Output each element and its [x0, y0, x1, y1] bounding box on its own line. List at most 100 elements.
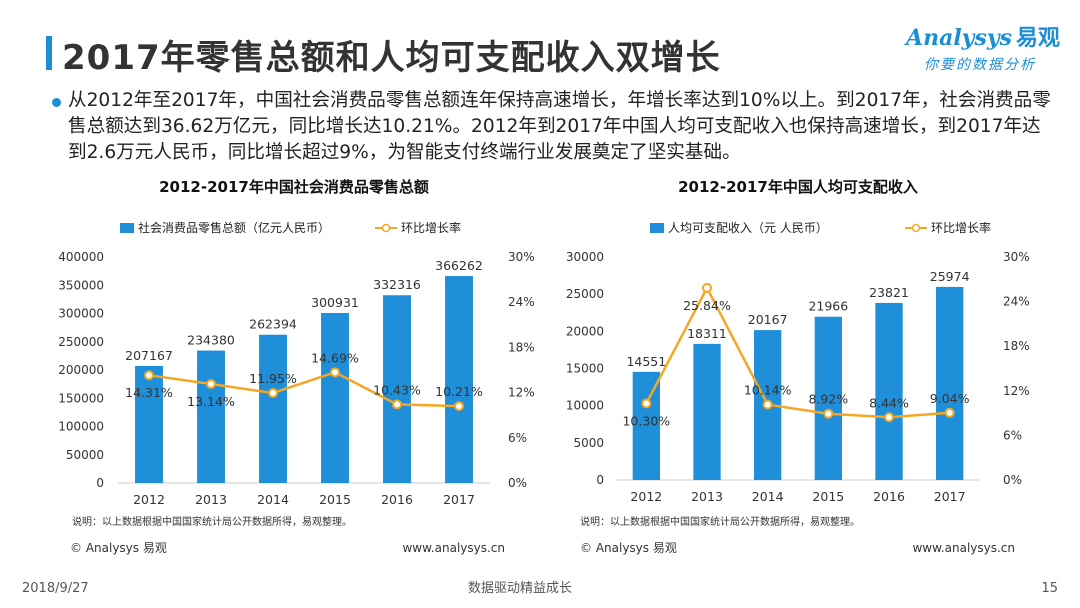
income-bar: [814, 316, 842, 480]
income-legend-line-marker: [911, 223, 921, 233]
retail-growth-point: [392, 399, 402, 410]
retail-bar: [321, 312, 349, 483]
income-bar: [936, 286, 964, 480]
retail-x-tick: 2017: [443, 492, 475, 507]
analysys-logo: Analysys 易观 你要的数据分析: [906, 20, 1066, 76]
retail-y2-tick: 24%: [508, 295, 535, 309]
income-growth-point: [641, 398, 652, 409]
income-x-tick: 2016: [873, 489, 905, 504]
logo-brand-text: Analysys: [906, 25, 1013, 51]
retail-growth-point: [206, 379, 216, 390]
retail-bar: [135, 365, 163, 483]
retail-growth-label: 13.14%: [187, 394, 235, 409]
retail-y2-tick: 12%: [508, 386, 535, 400]
income-bar-label: 14551: [626, 354, 666, 369]
retail-growth-point: [330, 367, 340, 378]
income-bar-label: 18311: [687, 326, 727, 341]
retail-legend-line-marker: [381, 223, 391, 233]
income-growth-point: [702, 282, 712, 293]
retail-bar: [383, 295, 411, 483]
retail-chart-title: 2012-2017年中国社会消费品零售总额: [159, 178, 429, 196]
income-y-tick: 0: [596, 473, 604, 487]
retail-legend-bar-swatch: [120, 223, 134, 233]
retail-growth-label: 11.95%: [249, 371, 297, 386]
retail-growth-point: [268, 387, 278, 398]
retail-bar: [259, 334, 287, 483]
page-title: 2017年零售总额和人均可支配收入双增长: [62, 38, 721, 78]
income-y-tick: 30000: [566, 250, 604, 264]
retail-x-tick: 2013: [195, 492, 227, 507]
logo-brand-cn: 易观: [1016, 25, 1061, 51]
income-growth-point: [762, 399, 773, 410]
retail-y2-tick: 30%: [508, 250, 535, 264]
income-growth-point: [944, 407, 955, 418]
retail-bar-label: 262394: [249, 317, 297, 332]
page-number: 15: [1041, 581, 1058, 596]
logo-brand: Analysys 易观: [906, 20, 1066, 52]
retail-growth-line: [148, 370, 460, 408]
retail-y-tick: 250000: [58, 335, 104, 349]
income-bar-label: 21966: [808, 299, 848, 314]
income-growth-label: 10.30%: [622, 413, 670, 428]
income-x-tick: 2012: [630, 489, 662, 504]
retail-bar-label: 366262: [435, 258, 483, 273]
income-y2-tick: 6%: [1003, 428, 1022, 442]
retail-url: www.analysys.cn: [402, 541, 505, 555]
retail-bar-label: 207167: [125, 348, 173, 363]
retail-y-tick: 0: [96, 476, 104, 490]
logo-slogan: 你要的数据分析: [924, 57, 1036, 73]
income-y-tick: 10000: [566, 399, 604, 413]
income-y-tick: 20000: [566, 324, 604, 338]
retail-legend-line-label: 环比增长率: [401, 220, 461, 235]
footer-slogan: 数据驱动精益成长: [468, 581, 573, 596]
income-x-tick: 2015: [812, 489, 844, 504]
income-growth-label: 9.04%: [930, 391, 970, 406]
income-growth-label: 25.84%: [683, 298, 731, 313]
retail-y-tick: 150000: [58, 391, 104, 405]
income-bar: [632, 371, 660, 480]
income-legend-bar-swatch: [650, 223, 664, 233]
retail-bar: [197, 350, 225, 483]
income-legend-bar-label: 人均可支配收入（元 人民币）: [668, 221, 828, 235]
retail-y-tick: 300000: [58, 307, 104, 321]
income-growth-label: 10.14%: [744, 383, 792, 398]
income-y-tick: 25000: [566, 287, 604, 301]
income-growth-point: [823, 408, 834, 419]
retail-growth-label: 14.69%: [311, 350, 359, 365]
retail-x-tick: 2012: [133, 492, 165, 507]
income-bar: [693, 343, 721, 480]
income-chart-title: 2012-2017年中国人均可支配收入: [678, 178, 918, 196]
retail-bar-label: 300931: [311, 295, 359, 310]
retail-y2-tick: 6%: [508, 431, 527, 445]
income-growth-line: [645, 285, 950, 419]
income-y2-tick: 0%: [1003, 473, 1022, 487]
retail-y-tick: 100000: [58, 420, 104, 434]
income-url: www.analysys.cn: [912, 541, 1015, 555]
retail-source-note: 说明：以上数据根据中国国家统计局公开数据所得，易观整理。: [72, 515, 352, 528]
retail-y-tick: 400000: [58, 250, 104, 264]
income-bar-label: 20167: [748, 312, 788, 327]
income-bar-label: 25974: [930, 269, 970, 284]
income-bar: [875, 302, 903, 480]
income-source-note: 说明：以上数据根据中国国家统计局公开数据所得，易观整理。: [580, 515, 860, 528]
income-y2-tick: 18%: [1003, 339, 1030, 353]
retail-bar: [445, 276, 473, 483]
retail-x-tick: 2014: [257, 492, 289, 507]
income-y2-tick: 24%: [1003, 295, 1030, 309]
retail-growth-label: 10.21%: [435, 384, 483, 399]
income-x-tick: 2013: [691, 489, 723, 504]
retail-y-tick: 350000: [58, 278, 104, 292]
retail-x-tick: 2016: [381, 492, 413, 507]
retail-growth-label: 14.31%: [125, 385, 173, 400]
retail-bar-label: 234380: [187, 333, 235, 348]
income-growth-point: [884, 412, 894, 423]
title-accent-bar: [46, 36, 52, 70]
income-bar-label: 23821: [869, 285, 909, 300]
retail-growth-point: [454, 401, 464, 412]
retail-bar-label: 332316: [373, 277, 421, 292]
retail-y-tick: 200000: [58, 363, 104, 377]
income-y2-tick: 12%: [1003, 384, 1030, 398]
